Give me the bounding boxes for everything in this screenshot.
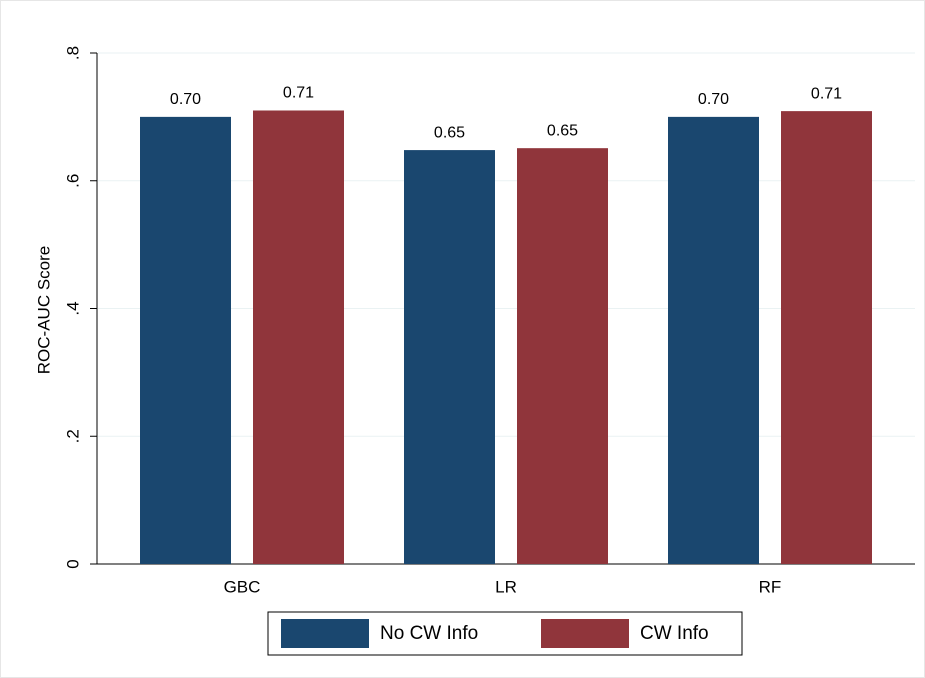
value-label: 0.65 xyxy=(547,122,578,139)
bar xyxy=(140,116,231,564)
legend-swatch xyxy=(281,619,369,648)
x-tick-label: LR xyxy=(495,577,517,596)
bar xyxy=(781,111,872,564)
value-label: 0.70 xyxy=(698,91,729,108)
bar xyxy=(668,116,759,564)
x-tick-label: GBC xyxy=(224,577,261,596)
bar xyxy=(404,150,495,564)
bar xyxy=(253,110,344,565)
legend-label: CW Info xyxy=(640,623,709,644)
legend-label: No CW Info xyxy=(380,623,478,644)
value-label: 0.65 xyxy=(434,124,465,141)
legend-swatch xyxy=(541,619,629,648)
value-label: 0.70 xyxy=(170,91,201,108)
y-tick-label: .2 xyxy=(63,429,82,443)
y-axis-title: ROC-AUC Score xyxy=(34,246,53,374)
y-tick-label: .6 xyxy=(63,174,82,188)
value-label: 0.71 xyxy=(811,85,842,102)
y-tick-label: .8 xyxy=(63,46,82,60)
bar xyxy=(517,148,608,564)
y-tick-label: 0 xyxy=(63,559,82,568)
x-tick-label: RF xyxy=(759,577,782,596)
value-label: 0.71 xyxy=(283,85,314,102)
y-tick-label: .4 xyxy=(63,301,82,315)
